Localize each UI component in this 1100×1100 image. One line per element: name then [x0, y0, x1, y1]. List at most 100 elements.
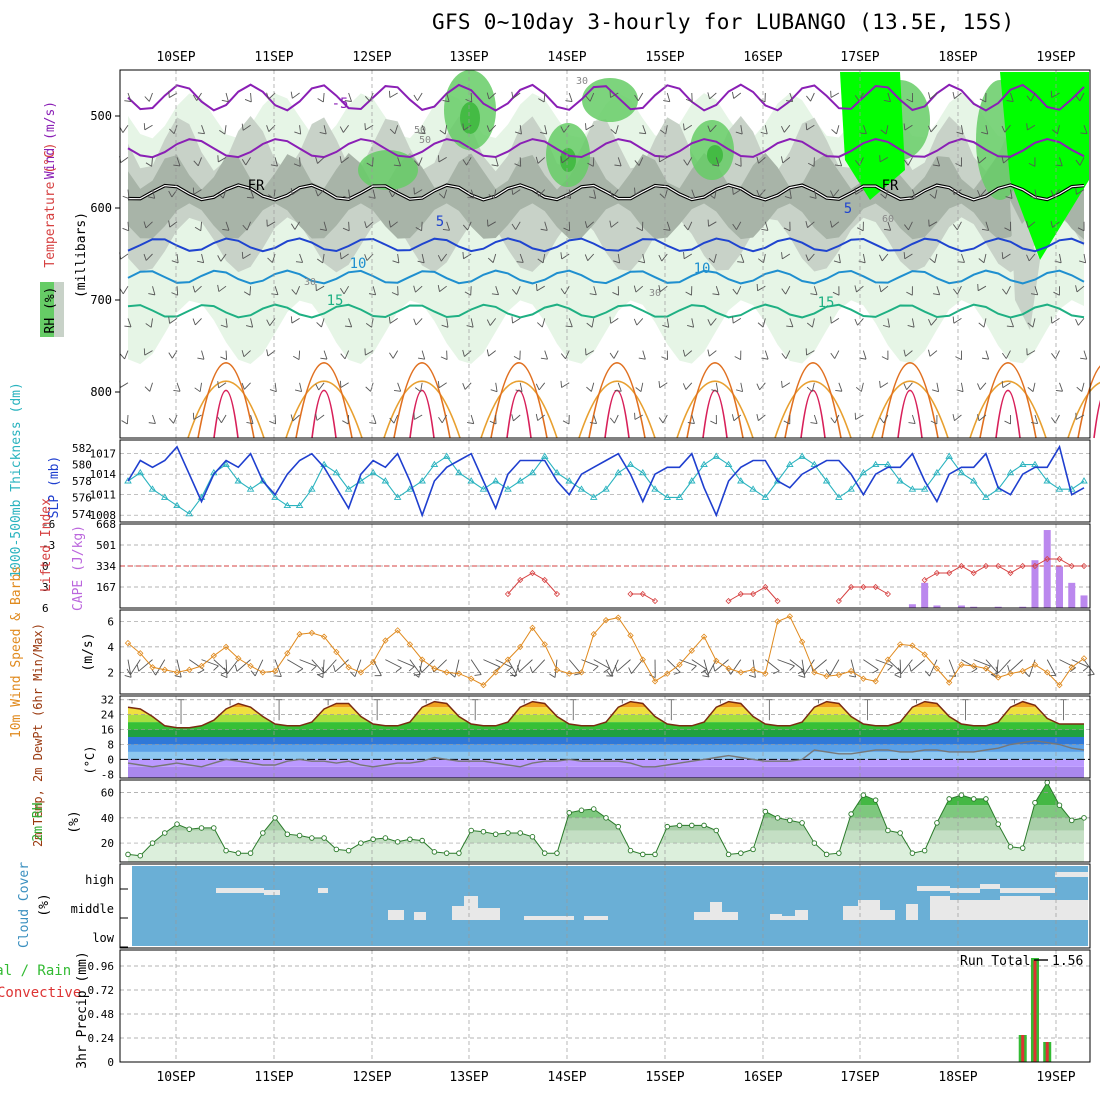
rh-line-point — [235, 850, 242, 856]
barb-staff — [390, 221, 398, 228]
rh-line-point — [505, 830, 511, 836]
isotherm-warm — [295, 362, 353, 439]
lifted-index-line — [630, 593, 656, 602]
cape-bar — [1068, 582, 1076, 608]
barb-flag — [535, 413, 539, 421]
barb-flag — [220, 356, 227, 360]
wind-speed-line-point — [786, 613, 794, 620]
barb-staff — [372, 414, 377, 424]
rh-line-point — [394, 839, 401, 845]
upper-wind-barb — [952, 414, 962, 422]
upper-wind-barb — [489, 414, 497, 425]
isotherm-line — [127, 83, 1085, 112]
upper-wind-barb — [781, 350, 791, 359]
thickness-line-point — [638, 468, 647, 476]
barb-flag — [859, 132, 867, 135]
thickness-line-point — [871, 460, 880, 468]
upper-wind-barb — [511, 316, 521, 324]
upper-air-frame — [119, 69, 1091, 439]
barb-flag — [783, 420, 790, 425]
instability-frame — [119, 523, 1091, 609]
barb-staff — [169, 318, 178, 324]
barb-staff — [512, 92, 521, 99]
surface-wind-barb — [712, 659, 729, 672]
barb-flag — [977, 156, 980, 164]
barb-flag — [806, 386, 813, 392]
upper-wind-barb — [830, 414, 840, 424]
isotherm-warm — [881, 362, 939, 439]
barb-flag — [1030, 422, 1038, 425]
barb-staff — [812, 659, 827, 672]
wind-speed-line-point — [173, 669, 181, 676]
barb-staff — [541, 318, 546, 328]
rh-line-point — [272, 815, 278, 821]
cloud-middle-block — [858, 900, 880, 920]
wind-speed-line-point — [995, 674, 1002, 681]
barb-staff — [803, 659, 815, 675]
upper-wind-barb — [369, 414, 377, 424]
barb-staff — [1059, 382, 1063, 392]
upper-wind-barb — [978, 253, 987, 264]
surface-wind-barb — [875, 659, 893, 671]
barb-flag — [290, 316, 293, 324]
barb-flag — [687, 325, 694, 328]
barb-flag — [271, 293, 279, 296]
rh-line-point — [174, 821, 180, 827]
surface-wind-barb — [250, 659, 264, 677]
slp-panel-bg — [120, 440, 1090, 522]
upper-wind-barb — [168, 316, 178, 324]
ylabel-wind: Wind (m/s) — [43, 101, 58, 179]
upper-wind-barb — [805, 221, 815, 228]
upper-wind-barb — [1006, 92, 1014, 103]
barb-flag — [560, 252, 563, 260]
thickness-line-point — [565, 477, 574, 484]
upper-wind-barb — [955, 350, 962, 361]
barb-flag — [1075, 187, 1077, 195]
cloud-middle-block — [795, 910, 808, 920]
upper-wind-barb — [344, 318, 353, 328]
upper-wind-barb — [315, 284, 325, 292]
temp-color-band — [128, 729, 1084, 737]
upper-wind-barb — [785, 92, 794, 102]
barb-flag — [634, 412, 636, 420]
temp-color-band — [128, 751, 1084, 760]
upper-wind-barb — [1004, 414, 1012, 425]
barb-flag — [800, 668, 805, 675]
wind-speed-line-point — [418, 656, 426, 663]
upper-wind-barb — [290, 316, 300, 324]
thickness-line-point — [761, 493, 770, 500]
thickness-line-point — [712, 452, 721, 459]
lifted-index-point — [627, 590, 634, 598]
wind-speed-line-point — [333, 648, 340, 656]
barb-flag — [192, 318, 196, 326]
barb-flag — [979, 98, 986, 103]
barb-flag — [462, 224, 468, 231]
barb-staff — [783, 124, 791, 133]
barb-flag — [682, 349, 686, 357]
surface-wind-barb — [274, 659, 282, 677]
isotherm-line — [127, 303, 1085, 319]
upper-wind-barb — [805, 348, 815, 356]
upper-wind-barb — [192, 92, 202, 101]
upper-wind-barb — [859, 350, 867, 360]
barb-flag — [364, 123, 366, 130]
barb-flag — [243, 291, 251, 296]
wind-speed-line-point — [443, 669, 450, 676]
barb-staff — [1083, 125, 1088, 134]
upper-wind-barb — [807, 157, 815, 167]
temp-tick-label: 24 — [101, 709, 115, 722]
rh-line-point — [848, 811, 854, 817]
barb-staff — [911, 189, 916, 199]
thickness-line-point — [124, 477, 132, 484]
thickness-line-point — [835, 493, 843, 500]
barb-staff — [789, 92, 794, 102]
barb-flag — [462, 123, 465, 131]
barb-flag — [340, 353, 346, 360]
upper-wind-barb — [537, 253, 546, 264]
barb-staff — [691, 318, 695, 328]
upper-wind-barb — [413, 157, 423, 166]
barb-staff — [244, 382, 251, 390]
rh-line-point — [1007, 844, 1014, 850]
barb-flag — [320, 357, 328, 360]
